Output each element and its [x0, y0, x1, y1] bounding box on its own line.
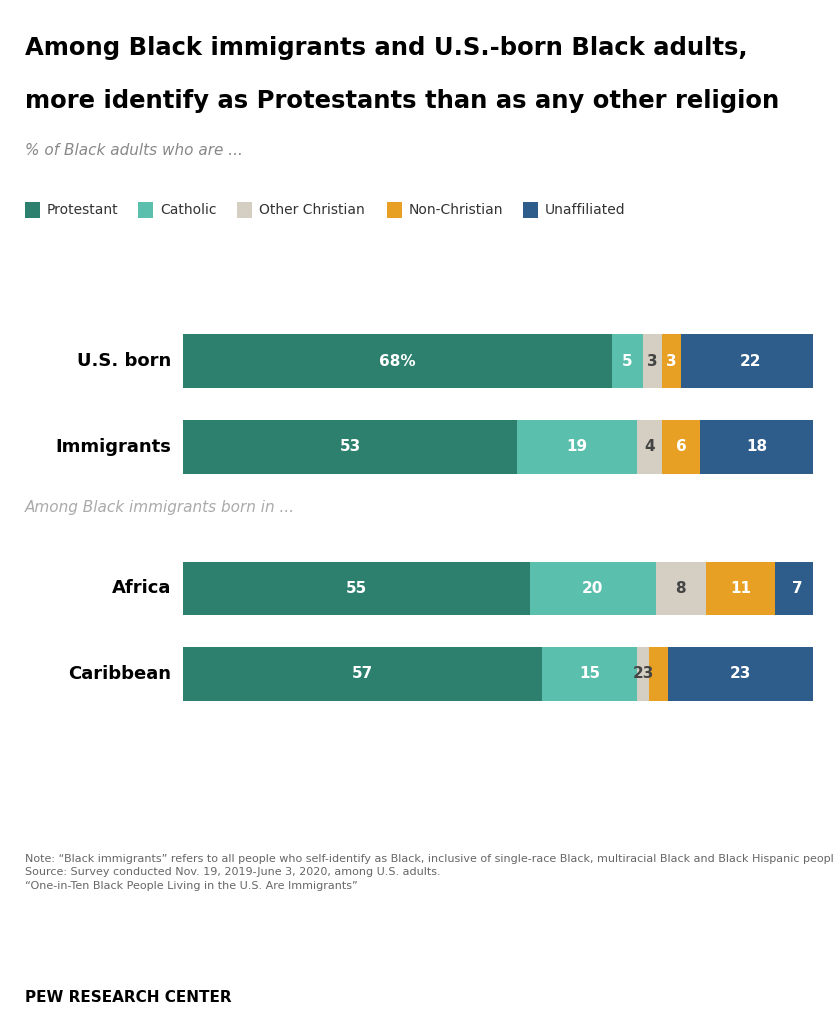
Text: 23: 23 — [730, 666, 751, 681]
Text: 3: 3 — [647, 354, 658, 369]
Text: 5: 5 — [622, 354, 633, 369]
Text: Other Christian: Other Christian — [259, 203, 364, 217]
Text: Non-Christian: Non-Christian — [409, 203, 504, 217]
Text: Africa: Africa — [112, 579, 171, 597]
Text: Immigrants: Immigrants — [55, 438, 171, 455]
Text: 23: 23 — [632, 666, 654, 681]
Text: 53: 53 — [339, 439, 361, 454]
Text: Note: “Black immigrants” refers to all people who self-identify as Black, inclus: Note: “Black immigrants” refers to all p… — [25, 854, 834, 891]
Text: 68%: 68% — [379, 354, 416, 369]
Text: 8: 8 — [676, 581, 686, 596]
Bar — [637, 647, 650, 701]
Bar — [517, 419, 637, 474]
Text: more identify as Protestants than as any other religion: more identify as Protestants than as any… — [25, 89, 779, 113]
Text: Among Black immigrants and U.S.-born Black adults,: Among Black immigrants and U.S.-born Bla… — [25, 36, 747, 59]
Text: 22: 22 — [740, 354, 761, 369]
Text: Among Black immigrants born in ...: Among Black immigrants born in ... — [25, 500, 295, 515]
Bar — [183, 335, 611, 389]
Bar — [706, 562, 776, 616]
Bar — [183, 647, 542, 701]
Text: 3: 3 — [666, 354, 676, 369]
Text: PEW RESEARCH CENTER: PEW RESEARCH CENTER — [25, 989, 232, 1005]
Bar — [542, 647, 637, 701]
Text: Unaffiliated: Unaffiliated — [545, 203, 625, 217]
Text: Caribbean: Caribbean — [68, 665, 171, 682]
Text: U.S. born: U.S. born — [77, 352, 171, 370]
Text: 20: 20 — [582, 581, 604, 596]
Bar — [530, 562, 656, 616]
Text: 18: 18 — [746, 439, 767, 454]
Text: Catholic: Catholic — [160, 203, 217, 217]
Bar — [183, 419, 517, 474]
Bar — [662, 335, 681, 389]
Bar — [700, 419, 813, 474]
Bar — [662, 419, 700, 474]
Bar — [656, 562, 706, 616]
Text: 15: 15 — [579, 666, 600, 681]
Text: 19: 19 — [566, 439, 588, 454]
Bar — [611, 335, 643, 389]
Text: 11: 11 — [731, 581, 751, 596]
Bar — [650, 647, 668, 701]
Text: Protestant: Protestant — [47, 203, 118, 217]
Bar — [776, 562, 820, 616]
Text: % of Black adults who are ...: % of Black adults who are ... — [25, 143, 243, 159]
Text: 55: 55 — [346, 581, 367, 596]
Text: 4: 4 — [644, 439, 655, 454]
Bar — [668, 647, 813, 701]
Bar — [183, 562, 530, 616]
Bar — [643, 335, 662, 389]
Bar — [681, 335, 820, 389]
Text: 57: 57 — [352, 666, 374, 681]
Bar — [637, 419, 662, 474]
Text: 6: 6 — [676, 439, 686, 454]
Text: 7: 7 — [792, 581, 802, 596]
